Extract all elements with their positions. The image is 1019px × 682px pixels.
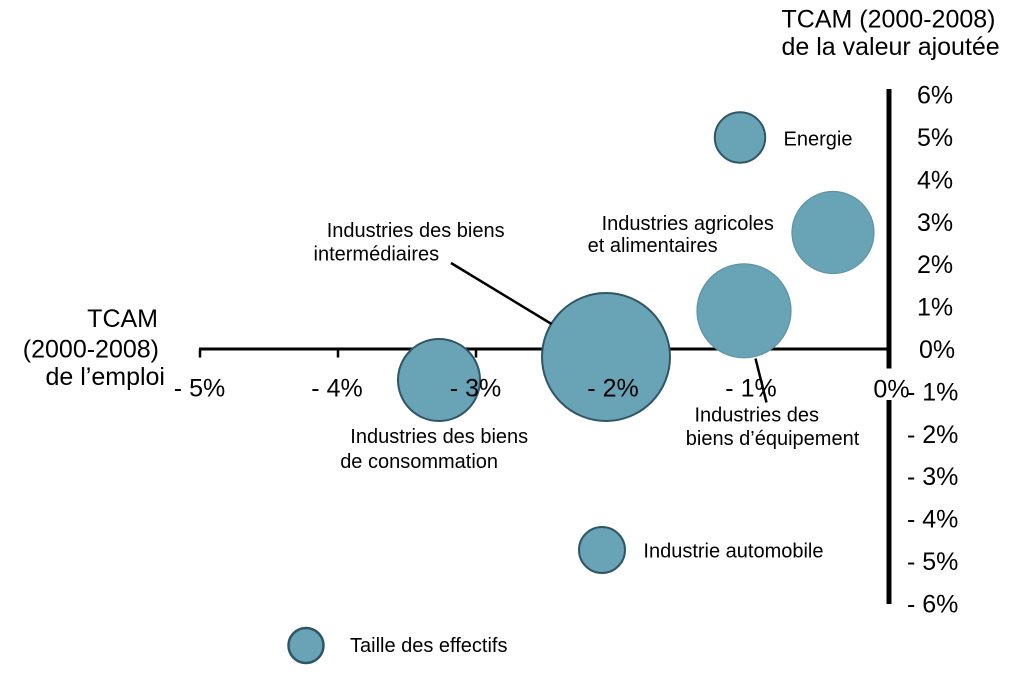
svg-text:0%: 0% xyxy=(873,376,909,404)
svg-text:de la valeur ajoutée: de la valeur ajoutée xyxy=(782,33,1000,61)
svg-text:- 5%: - 5% xyxy=(174,375,225,403)
svg-text:- 2%: - 2% xyxy=(587,375,638,403)
svg-text:Taille des effectifs: Taille des effectifs xyxy=(350,635,508,657)
svg-text:- 1%: - 1% xyxy=(725,375,776,403)
svg-text:- 1%: - 1% xyxy=(907,378,958,406)
svg-text:de l’emploi: de l’emploi xyxy=(45,363,165,391)
svg-text:Industries des biens: Industries des biens xyxy=(327,220,505,242)
svg-text:Industries agricoles: Industries agricoles xyxy=(602,213,774,235)
svg-text:Energie: Energie xyxy=(784,129,853,151)
svg-text:- 5%: - 5% xyxy=(907,548,958,576)
svg-text:intermédiaires: intermédiaires xyxy=(314,244,440,266)
svg-text:5%: 5% xyxy=(917,124,953,152)
svg-text:0%: 0% xyxy=(919,336,955,364)
svg-text:biens d’équipement: biens d’équipement xyxy=(686,428,860,450)
svg-text:- 4%: - 4% xyxy=(311,375,362,403)
svg-text:3%: 3% xyxy=(917,209,953,237)
svg-text:et alimentaires: et alimentaires xyxy=(588,235,718,257)
svg-text:Industries des: Industries des xyxy=(695,404,820,426)
svg-text:de consommation: de consommation xyxy=(340,451,498,473)
svg-text:- 4%: - 4% xyxy=(907,506,958,534)
svg-text:4%: 4% xyxy=(917,166,953,194)
svg-text:Industrie automobile: Industrie automobile xyxy=(643,540,823,562)
svg-text:Industries des biens: Industries des biens xyxy=(350,426,528,448)
svg-text:TCAM (2000-2008): TCAM (2000-2008) xyxy=(782,6,996,34)
svg-text:- 3%: - 3% xyxy=(450,375,501,403)
svg-text:- 3%: - 3% xyxy=(907,463,958,491)
svg-text:2%: 2% xyxy=(917,251,953,279)
svg-text:1%: 1% xyxy=(917,294,953,322)
svg-text:(2000-2008): (2000-2008) xyxy=(23,336,159,364)
svg-text:- 2%: - 2% xyxy=(907,421,958,449)
svg-text:6%: 6% xyxy=(917,82,953,110)
svg-text:- 6%: - 6% xyxy=(907,591,958,619)
svg-text:TCAM: TCAM xyxy=(87,305,158,333)
